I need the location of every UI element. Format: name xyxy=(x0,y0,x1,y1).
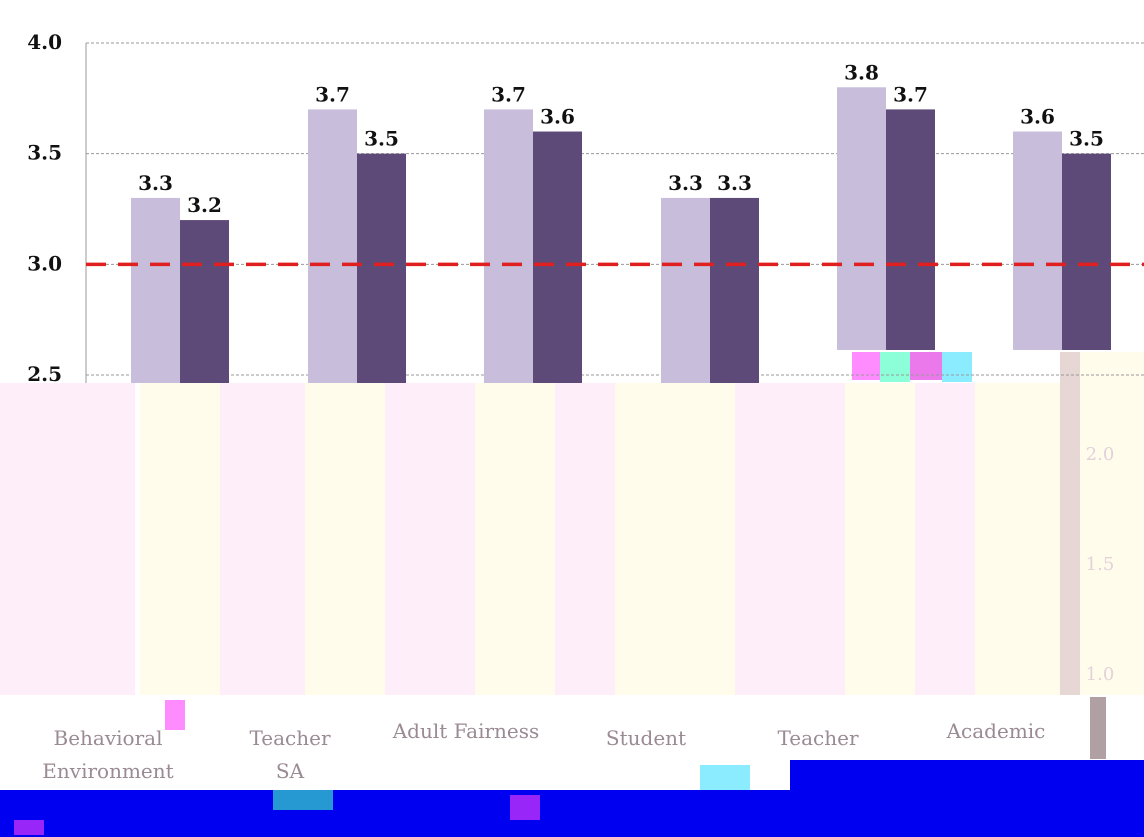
bar-series-1 xyxy=(837,87,886,351)
bar-series-2 xyxy=(886,109,935,351)
category-label: Environment xyxy=(42,759,173,783)
y-tick-label: 2.5 xyxy=(27,362,62,386)
bar-series-1 xyxy=(661,197,710,383)
bar-value-label: 3.6 xyxy=(1020,105,1055,129)
bar-value-label: 3.3 xyxy=(717,171,752,195)
bar-series-1 xyxy=(308,109,357,384)
category-label: Teacher xyxy=(777,726,858,750)
bar-series-1 xyxy=(131,197,180,383)
ghost-tick-label: 1.5 xyxy=(1086,554,1115,575)
category-label: Student xyxy=(606,726,686,750)
category-label: Adult Fairness xyxy=(392,719,540,743)
bar-value-label: 3.7 xyxy=(315,82,350,106)
bar-value-label: 3.7 xyxy=(491,82,526,106)
image-artifact-layer: 2.0 1.5 1.0 xyxy=(0,352,1144,837)
artifact-column xyxy=(1060,352,1080,695)
artifact-stripe xyxy=(475,383,555,695)
bar-series-1 xyxy=(1013,131,1062,350)
artifact-noise-block xyxy=(910,352,942,380)
bar-value-label: 3.5 xyxy=(364,127,399,151)
artifact-blue-band xyxy=(790,760,1144,790)
artifact-noise-block xyxy=(510,795,540,820)
bar-value-label: 3.3 xyxy=(668,171,703,195)
artifact-noise-block xyxy=(700,765,750,790)
artifact-noise-block xyxy=(852,352,880,380)
bar-value-label: 3.3 xyxy=(138,171,173,195)
artifact-stripe xyxy=(1090,697,1106,759)
bar-value-label: 3.6 xyxy=(540,105,575,129)
value-labels: 3.3 3.2 3.7 3.5 3.7 3.6 3.3 3.3 3.8 3.7 3.6 3.5 xyxy=(138,60,1104,217)
artifact-stripe xyxy=(795,383,845,695)
category-label: SA xyxy=(276,759,305,783)
bar-series-2 xyxy=(180,220,229,383)
artifact-stripe xyxy=(305,383,385,695)
artifact-noise-block xyxy=(942,352,972,382)
category-label: Teacher xyxy=(249,726,330,750)
bar-series-1 xyxy=(484,109,533,384)
bar-value-label: 3.5 xyxy=(1069,127,1104,151)
artifact-stripe xyxy=(0,383,40,695)
artifact-noise-block xyxy=(165,700,185,730)
artifact-stripe xyxy=(615,383,735,695)
bar-value-label: 3.8 xyxy=(844,60,879,84)
artifact-noise-block xyxy=(14,820,44,835)
artifact-stripe xyxy=(915,383,975,695)
artifact-stripe xyxy=(40,383,135,695)
artifact-stripe xyxy=(845,383,915,695)
bar-series-2 xyxy=(710,197,759,383)
y-axis-ticks: 4.0 3.5 3.0 2.5 xyxy=(27,30,62,386)
bar-value-label: 3.7 xyxy=(893,82,928,106)
category-labels: Behavioral Environment Teacher SA Adult Fair… xyxy=(42,719,1045,783)
artifact-stripe xyxy=(735,383,795,695)
y-tick-label: 3.5 xyxy=(27,141,62,165)
bar-value-label: 3.2 xyxy=(187,193,222,217)
artifact-column xyxy=(1080,352,1144,695)
artifact-stripe xyxy=(220,383,305,695)
y-tick-label: 4.0 xyxy=(27,30,62,54)
ghost-tick-label: 1.0 xyxy=(1086,664,1115,685)
bar-series-2 xyxy=(357,153,406,383)
artifact-blue-band xyxy=(0,790,1144,837)
ghost-tick-label: 2.0 xyxy=(1086,444,1115,465)
category-label: Academic xyxy=(946,719,1046,743)
bar-series-2 xyxy=(533,131,582,383)
category-label: Behavioral xyxy=(54,726,163,750)
artifact-stripe xyxy=(975,383,1060,695)
artifact-stripe xyxy=(555,383,615,695)
y-tick-label: 3.0 xyxy=(27,251,62,275)
artifact-noise-block xyxy=(273,790,333,810)
bar-series-2 xyxy=(1062,153,1111,350)
artifact-stripe xyxy=(140,383,220,695)
artifact-stripe xyxy=(385,383,475,695)
bars xyxy=(131,87,1111,384)
artifact-noise-block xyxy=(880,352,910,382)
grid-lines xyxy=(85,42,1144,383)
